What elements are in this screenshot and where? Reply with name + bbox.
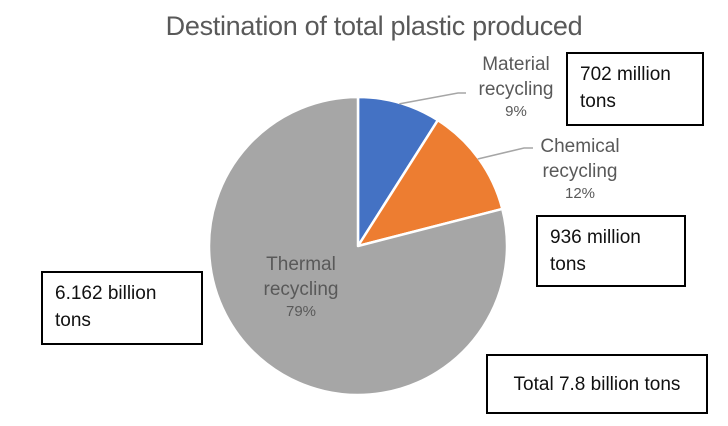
callout-total-amount: Total 7.8 billion tons [486, 354, 708, 414]
slice-label-thermal-pct: 79% [285, 303, 317, 320]
slice-label-material-pct: 9% [505, 103, 527, 120]
chart-title: Destination of total plastic produced [165, 11, 583, 41]
slice-label-chemical: Chemical recycling 12% [522, 134, 638, 204]
slice-label-chemical-pct: 12% [564, 185, 596, 202]
pie-slice-thermal [207, 95, 509, 397]
slice-label-material: Material recycling 9% [458, 52, 574, 122]
leader-line-chemical [477, 147, 533, 160]
slice-label-thermal: Thermal recycling 79% [243, 252, 359, 322]
pie-slice-material [356, 95, 440, 248]
slice-label-material-text: Material recycling [478, 54, 554, 100]
leader-line-material [399, 92, 466, 105]
slice-label-chemical-text: Chemical recycling [540, 136, 620, 182]
callout-chemical-amount: 936 million tons [536, 215, 686, 287]
callout-material-amount: 702 million tons [566, 52, 704, 126]
callout-thermal-amount: 6.162 billion tons [41, 271, 203, 345]
slice-label-thermal-text: Thermal recycling [263, 254, 339, 300]
